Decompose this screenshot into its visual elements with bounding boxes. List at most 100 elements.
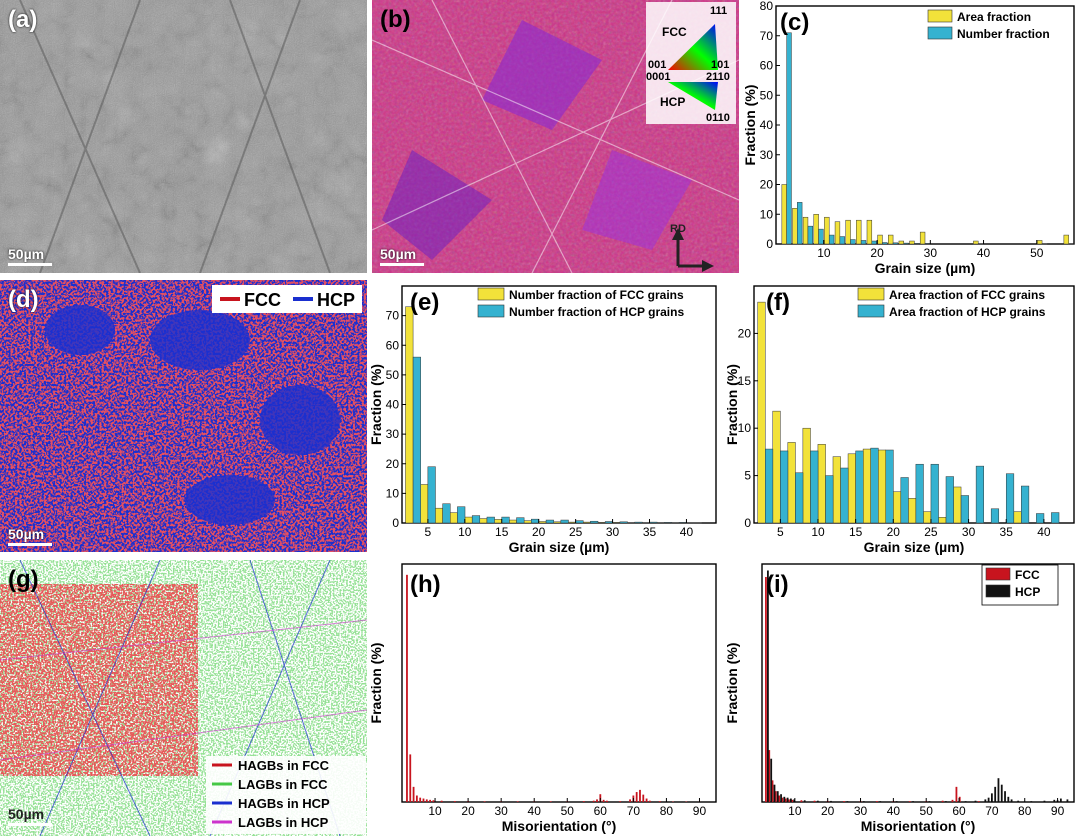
panel-d-label: (d) (8, 286, 39, 313)
ipf-hcp-label: HCP (660, 95, 685, 109)
y-axis-label: Fraction (%) (724, 364, 740, 445)
bar-area-fraction-of-fcc-grains (802, 427, 811, 524)
bar-fcc (800, 800, 803, 802)
bar-number-fraction-of-hcp-grains (442, 503, 451, 524)
bar-hcp (1000, 784, 1003, 802)
bar-area-fraction-of-hcp-grains (1021, 485, 1030, 524)
y-tick-label: 20 (738, 326, 752, 340)
bar-fcc (419, 797, 422, 802)
chart-i-svg: 10 20 30 40 50 60 70 80 90 Misorientation (°) Frac… (724, 563, 1075, 834)
bar-fcc (592, 800, 595, 802)
plot-frame (401, 563, 717, 803)
x-tick-label: 40 (887, 804, 901, 818)
x-axis-label: Grain size (µm) (864, 539, 965, 555)
bar-number-fraction-of-hcp-grains (486, 516, 495, 524)
legend-swatch-0 (985, 567, 1011, 581)
plot-frame (401, 285, 717, 524)
bar-number-fraction-of-hcp-grains (619, 521, 628, 524)
bar-fcc (516, 801, 519, 802)
bar-number-fraction (892, 242, 899, 245)
bar-fcc (958, 796, 961, 802)
bar-number-fraction-of-hcp-grains (545, 519, 554, 524)
bar-hcp (1004, 791, 1006, 802)
y-tick-label: 20 (386, 457, 400, 471)
x-tick-label: 10 (428, 804, 442, 818)
bar-area-fraction (834, 221, 841, 245)
x-tick-label: 40 (680, 525, 694, 539)
bar-area-fraction-of-fcc-grains (862, 448, 871, 524)
bar-area-fraction-of-hcp-grains (825, 475, 834, 524)
bar-number-fraction-of-fcc-grains (434, 507, 443, 524)
bar-number-fraction-of-hcp-grains (649, 521, 658, 524)
bar-fcc (412, 786, 415, 802)
x-tick-label: 70 (985, 804, 999, 818)
scale-bar-d: 50µm (8, 526, 53, 546)
x-tick-label: 40 (528, 804, 542, 818)
bar-area-fraction-of-fcc-grains (938, 517, 947, 524)
bar-fcc (415, 795, 418, 802)
x-tick-label: 30 (962, 525, 976, 539)
bar-hcp (912, 801, 914, 802)
bar-area-fraction-of-hcp-grains (795, 472, 804, 524)
y-axis-label: Fraction (%) (368, 643, 384, 724)
legend-item-0: Area fraction (957, 10, 1031, 24)
bar-area-fraction-of-fcc-grains (1013, 511, 1022, 524)
bar-area-fraction-of-hcp-grains (915, 463, 924, 524)
bar-fcc (432, 800, 435, 802)
bar-hcp (974, 800, 977, 802)
bar-hcp (987, 797, 990, 802)
legend-item-1: HCP (1015, 585, 1040, 599)
bar-area-fraction-of-hcp-grains (885, 449, 894, 524)
legend-item-1: Area fraction of HCP grains (889, 305, 1046, 319)
bar-number-fraction-of-hcp-grains (590, 520, 599, 524)
bar-number-fraction-of-fcc-grains (508, 519, 517, 524)
y-axis-label: Fraction (%) (724, 643, 740, 724)
bar-hcp (803, 800, 806, 802)
panel-g-label: (g) (8, 566, 39, 593)
bar-fcc (955, 786, 958, 802)
panel-g-boundary-map: HAGBs in FCC LAGBs in FCC HAGBs in HCP LAGB… (0, 560, 367, 836)
bar-number-fraction-of-hcp-grains (471, 515, 481, 524)
bar-number-fraction-of-hcp-grains (427, 466, 436, 524)
bar-fcc (596, 799, 598, 802)
bar-area-fraction-of-hcp-grains (1005, 473, 1015, 524)
legend-swatch-0 (857, 287, 885, 301)
x-axis-label: Grain size (µm) (875, 260, 976, 276)
phase-legend-fcc: FCC (244, 290, 281, 310)
bar-hcp (879, 801, 882, 802)
bar-number-fraction (903, 242, 909, 245)
boundary-legend-item-3: LAGBs in HCP (238, 815, 329, 830)
bar-fcc (453, 801, 456, 802)
panel-e-chart: 5 10 15 20 25 30 35 40 0 10 20 30 40 50 60 70 Grain size… (368, 280, 723, 555)
bar-fcc (549, 801, 552, 802)
bar-fcc (908, 801, 911, 802)
bar-fcc (619, 801, 622, 802)
bar-area-fraction-of-hcp-grains (1036, 513, 1045, 524)
bar-fcc (440, 800, 443, 802)
bar-area-fraction-of-hcp-grains (765, 448, 774, 524)
x-tick-label: 5 (425, 525, 432, 539)
bar-fcc (406, 574, 408, 802)
legend-swatch-0 (477, 287, 505, 301)
bar-fcc (977, 801, 980, 802)
bar-area-fraction-of-fcc-grains (877, 449, 887, 524)
y-tick-label: 40 (760, 118, 774, 132)
bar-fcc (768, 750, 771, 802)
x-tick-label: 90 (693, 804, 707, 818)
bar-number-fraction-of-hcp-grains (634, 521, 643, 524)
bar-fcc (422, 798, 425, 802)
boundary-legend-item-0: HAGBs in FCC (238, 758, 330, 773)
bar-hcp (964, 801, 967, 802)
bar-fcc (606, 800, 608, 802)
bar-hcp (816, 800, 819, 802)
bar-hcp (984, 799, 987, 802)
x-tick-label: 40 (1037, 525, 1051, 539)
bar-area-fraction-of-hcp-grains (870, 447, 879, 524)
legend-item-0: Number fraction of FCC grains (509, 288, 684, 302)
bar-number-fraction-of-hcp-grains (575, 520, 584, 524)
bar-area-fraction (973, 240, 979, 245)
x-tick-label: 50 (1030, 246, 1044, 260)
x-tick-label: 10 (458, 525, 472, 539)
bar-area-fraction-of-fcc-grains (772, 410, 781, 524)
